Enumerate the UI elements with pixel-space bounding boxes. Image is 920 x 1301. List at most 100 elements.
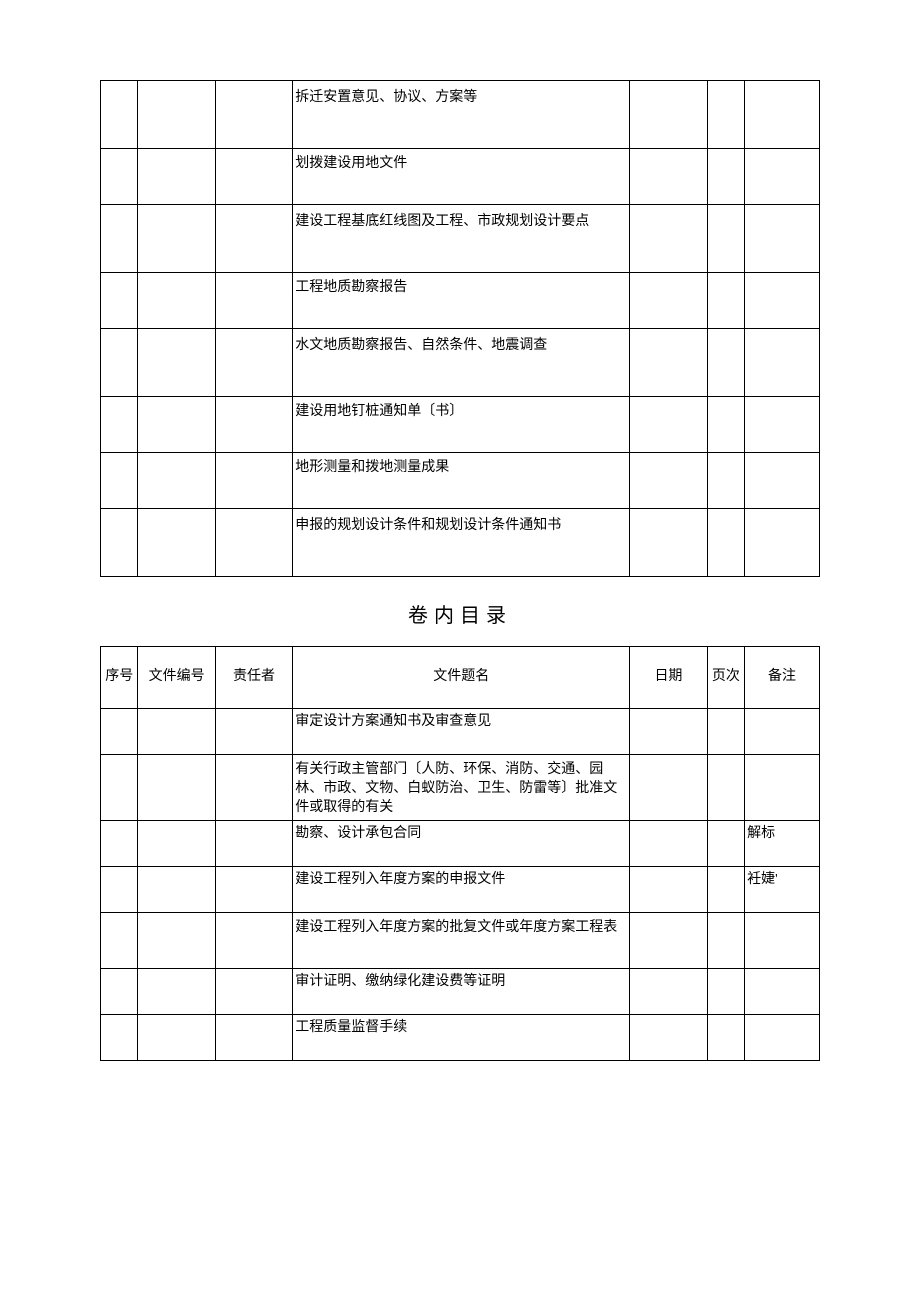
cell-page — [707, 329, 744, 397]
cell-docno — [138, 820, 215, 866]
cell-note — [745, 968, 820, 1014]
cell-resp — [215, 81, 292, 149]
cell-date — [630, 205, 707, 273]
cell-resp — [215, 509, 292, 577]
cell-docno — [138, 755, 215, 821]
cell-resp — [215, 397, 292, 453]
cell-date — [630, 453, 707, 509]
cell-title: 建设工程列入年度方案的申报文件 — [293, 866, 630, 912]
cell-docno — [138, 453, 215, 509]
cell-page — [707, 820, 744, 866]
header-note: 备注 — [745, 647, 820, 709]
table-row: 工程地质勘察报告 — [101, 273, 820, 329]
cell-seq — [101, 755, 138, 821]
cell-page — [707, 453, 744, 509]
table-row: 水文地质勘察报告、自然条件、地震调查 — [101, 329, 820, 397]
cell-date — [630, 912, 707, 968]
cell-docno — [138, 1014, 215, 1060]
header-date: 日期 — [630, 647, 707, 709]
cell-title: 有关行政主管部门〔人防、环保、消防、交通、园林、市政、文物、白蚁防治、卫生、防雷… — [293, 755, 630, 821]
header-page: 页次 — [707, 647, 744, 709]
cell-resp — [215, 820, 292, 866]
cell-date — [630, 273, 707, 329]
cell-note — [745, 1014, 820, 1060]
cell-title: 审计证明、缴纳绿化建设费等证明 — [293, 968, 630, 1014]
cell-title: 水文地质勘察报告、自然条件、地震调查 — [293, 329, 630, 397]
file-index-table-1: 拆迁安置意见、协议、方案等 划拨建设用地文件 建设工程基底红线图及工程、市政规划… — [100, 80, 820, 577]
table-row: 申报的规划设计条件和规划设计条件通知书 — [101, 509, 820, 577]
table-row: 划拨建设用地文件 — [101, 149, 820, 205]
cell-date — [630, 397, 707, 453]
cell-resp — [215, 755, 292, 821]
header-resp: 责任者 — [215, 647, 292, 709]
cell-note — [745, 273, 820, 329]
cell-page — [707, 397, 744, 453]
header-seq: 序号 — [101, 647, 138, 709]
cell-resp — [215, 866, 292, 912]
cell-seq — [101, 149, 138, 205]
cell-page — [707, 866, 744, 912]
cell-title: 工程质量监督手续 — [293, 1014, 630, 1060]
header-title: 文件题名 — [293, 647, 630, 709]
table-row: 地形测量和拨地测量成果 — [101, 453, 820, 509]
cell-seq — [101, 968, 138, 1014]
cell-page — [707, 205, 744, 273]
cell-docno — [138, 81, 215, 149]
cell-title: 勘察、设计承包合同 — [293, 820, 630, 866]
cell-docno — [138, 509, 215, 577]
cell-docno — [138, 709, 215, 755]
cell-title: 申报的规划设计条件和规划设计条件通知书 — [293, 509, 630, 577]
cell-note: 衽婕' — [745, 866, 820, 912]
cell-seq — [101, 509, 138, 577]
cell-docno — [138, 273, 215, 329]
cell-date — [630, 1014, 707, 1060]
table-row: 建设工程列入年度方案的申报文件 衽婕' — [101, 866, 820, 912]
cell-resp — [215, 205, 292, 273]
cell-title: 建设工程列入年度方案的批复文件或年度方案工程表 — [293, 912, 630, 968]
cell-resp — [215, 329, 292, 397]
cell-note — [745, 509, 820, 577]
cell-title: 建设用地钉桩通知单〔书〕 — [293, 397, 630, 453]
cell-resp — [215, 453, 292, 509]
cell-title: 审定设计方案通知书及审查意见 — [293, 709, 630, 755]
table-row: 建设工程列入年度方案的批复文件或年度方案工程表 — [101, 912, 820, 968]
cell-seq — [101, 866, 138, 912]
table-row: 审定设计方案通知书及审查意见 — [101, 709, 820, 755]
cell-note — [745, 205, 820, 273]
cell-note — [745, 397, 820, 453]
cell-date — [630, 866, 707, 912]
cell-docno — [138, 149, 215, 205]
cell-date — [630, 709, 707, 755]
cell-seq — [101, 81, 138, 149]
cell-title: 地形测量和拨地测量成果 — [293, 453, 630, 509]
cell-page — [707, 755, 744, 821]
cell-page — [707, 912, 744, 968]
table-row: 工程质量监督手续 — [101, 1014, 820, 1060]
cell-seq — [101, 397, 138, 453]
table-row: 勘察、设计承包合同 解标 — [101, 820, 820, 866]
table-row: 审计证明、缴纳绿化建设费等证明 — [101, 968, 820, 1014]
cell-seq — [101, 273, 138, 329]
cell-note — [745, 453, 820, 509]
cell-title: 建设工程基底红线图及工程、市政规划设计要点 — [293, 205, 630, 273]
cell-note: 解标 — [745, 820, 820, 866]
cell-resp — [215, 273, 292, 329]
cell-note — [745, 709, 820, 755]
cell-resp — [215, 709, 292, 755]
cell-page — [707, 968, 744, 1014]
file-index-table-2: 序号 文件编号 责任者 文件题名 日期 页次 备注 审定设计方案通知书及审查意见… — [100, 646, 820, 1061]
cell-title: 划拨建设用地文件 — [293, 149, 630, 205]
cell-note — [745, 149, 820, 205]
cell-docno — [138, 866, 215, 912]
cell-resp — [215, 968, 292, 1014]
cell-note — [745, 81, 820, 149]
table-row: 建设工程基底红线图及工程、市政规划设计要点 — [101, 205, 820, 273]
cell-date — [630, 329, 707, 397]
cell-seq — [101, 1014, 138, 1060]
cell-page — [707, 1014, 744, 1060]
cell-resp — [215, 149, 292, 205]
cell-docno — [138, 205, 215, 273]
cell-title: 工程地质勘察报告 — [293, 273, 630, 329]
section-title: 卷内目录 — [100, 599, 820, 628]
cell-date — [630, 968, 707, 1014]
